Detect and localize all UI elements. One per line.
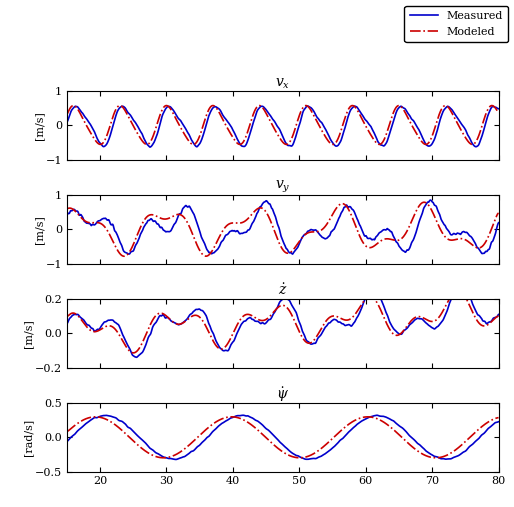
Modeled <box>86 415 92 421</box>
Measured <box>64 212 70 219</box>
Modeled <box>495 210 502 216</box>
Line: Modeled: Modeled <box>67 417 499 458</box>
Modeled <box>483 111 489 117</box>
Modeled <box>274 305 280 311</box>
Modeled <box>483 322 489 329</box>
Modeled <box>263 109 269 115</box>
Measured <box>263 106 269 112</box>
Y-axis label: [m/s]: [m/s] <box>34 111 44 140</box>
Modeled <box>483 420 489 426</box>
Measured <box>495 105 502 112</box>
Measured <box>274 123 280 129</box>
Modeled <box>263 317 269 323</box>
Modeled <box>483 110 489 116</box>
Measured <box>483 117 489 123</box>
Measured <box>305 103 311 109</box>
Modeled <box>297 455 303 461</box>
Modeled <box>495 313 502 319</box>
Modeled <box>455 287 461 293</box>
Modeled <box>64 112 70 118</box>
Modeled <box>483 322 489 329</box>
Modeled <box>263 208 269 214</box>
Modeled <box>483 237 489 243</box>
Measured <box>495 311 502 317</box>
Y-axis label: [m/s]: [m/s] <box>24 319 33 348</box>
Measured <box>86 120 92 126</box>
Title: $v_x$: $v_x$ <box>275 77 290 91</box>
Measured <box>483 427 489 433</box>
Measured <box>274 436 280 442</box>
Modeled <box>64 205 70 211</box>
Modeled <box>64 313 70 319</box>
Line: Measured: Measured <box>67 415 499 459</box>
Measured <box>458 282 464 288</box>
Measured <box>483 118 489 124</box>
Modeled <box>64 428 70 434</box>
Modeled <box>404 323 410 329</box>
Modeled <box>274 445 280 451</box>
Modeled <box>190 141 196 148</box>
Title: $\dot{\psi}$: $\dot{\psi}$ <box>276 385 289 404</box>
Line: Measured: Measured <box>67 285 499 357</box>
Modeled <box>421 199 427 205</box>
Modeled <box>404 113 410 119</box>
Modeled <box>483 238 489 244</box>
Measured <box>495 419 502 425</box>
Measured <box>404 325 410 332</box>
Measured <box>404 247 410 253</box>
Measured <box>483 248 489 255</box>
Modeled <box>86 220 92 226</box>
Line: Modeled: Modeled <box>67 105 499 144</box>
Measured <box>483 248 489 255</box>
Title: $\dot{z}$: $\dot{z}$ <box>278 282 287 298</box>
Modeled <box>229 414 235 420</box>
Measured <box>86 418 92 424</box>
Modeled <box>263 434 269 440</box>
Measured <box>147 144 153 150</box>
Measured <box>483 321 489 327</box>
Y-axis label: [rad/s]: [rad/s] <box>24 419 33 456</box>
Measured <box>86 322 92 328</box>
Measured <box>428 197 434 203</box>
Measured <box>495 220 502 226</box>
Measured <box>483 427 489 433</box>
Line: Modeled: Modeled <box>67 202 499 256</box>
Measured <box>274 305 280 311</box>
Measured <box>483 320 489 327</box>
Measured <box>404 109 410 115</box>
Measured <box>263 425 269 431</box>
Modeled <box>274 235 280 241</box>
Measured <box>263 198 269 204</box>
Title: $v_y$: $v_y$ <box>275 179 290 195</box>
Measured <box>64 439 70 445</box>
Modeled <box>495 110 502 116</box>
Line: Modeled: Modeled <box>67 290 499 353</box>
Modeled <box>495 415 502 421</box>
Modeled <box>121 253 127 259</box>
Modeled <box>404 228 410 234</box>
Measured <box>263 320 269 327</box>
Measured <box>404 430 410 436</box>
Measured <box>126 251 132 257</box>
Line: Measured: Measured <box>67 106 499 147</box>
Modeled <box>274 130 280 136</box>
Measured <box>64 320 70 327</box>
Measured <box>173 456 179 462</box>
Measured <box>64 119 70 125</box>
Y-axis label: [m/s]: [m/s] <box>34 215 44 244</box>
Measured <box>86 221 92 227</box>
Legend: Measured, Modeled: Measured, Modeled <box>405 6 508 42</box>
Line: Measured: Measured <box>67 200 499 254</box>
Measured <box>240 412 246 418</box>
Modeled <box>404 439 410 445</box>
Measured <box>133 354 139 360</box>
Modeled <box>483 420 489 426</box>
Modeled <box>86 326 92 332</box>
Modeled <box>489 102 495 108</box>
Modeled <box>86 127 92 133</box>
Modeled <box>130 350 136 356</box>
Measured <box>274 220 280 226</box>
